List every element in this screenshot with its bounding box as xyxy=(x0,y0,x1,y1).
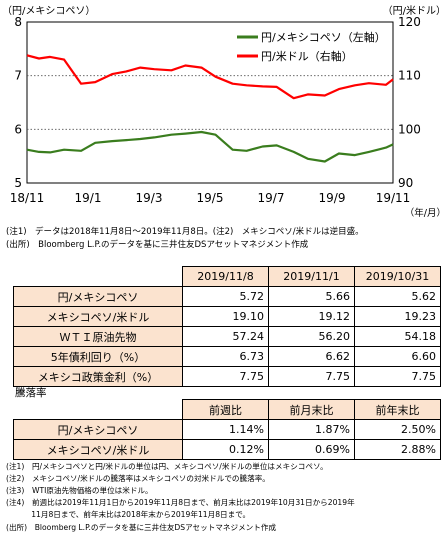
cell: 1.87% xyxy=(268,419,355,440)
table-row: 円/メキシコペソ 5.72 5.66 5.62 xyxy=(13,286,441,307)
table-row: 5年債利回り（%） 6.73 6.62 6.60 xyxy=(13,346,441,367)
cell: 5.72 xyxy=(182,286,269,307)
cell: 7.75 xyxy=(268,366,355,387)
x-tick-label: 19/3 xyxy=(136,191,163,205)
grid-lines xyxy=(27,75,393,130)
right-tick-label: 120 xyxy=(398,15,421,29)
legend-label-usd: 円/米ドル（右軸） xyxy=(261,49,353,63)
col-header: 2019/11/8 xyxy=(182,266,269,287)
right-axis-label: （円/米ドル） xyxy=(383,4,446,17)
x-tick-label: 18/11 xyxy=(10,191,45,205)
footnote-3: (注3) WTI原油先物価格の単位は米ドル。 xyxy=(6,486,153,495)
change-rate-title: 騰落率 xyxy=(15,387,47,399)
plot-frame xyxy=(26,21,394,184)
cell: 6.73 xyxy=(182,346,269,367)
cell: 19.12 xyxy=(268,306,355,327)
line-chart: 8 7 6 5 120 110 100 90 18/11 19/1 19/3 19/5 19/7 19… xyxy=(2,4,446,219)
row-label: メキシコペソ/米ドル xyxy=(13,306,183,327)
table-row: メキシコペソ/米ドル 0.12% 0.69% 2.88% xyxy=(13,439,441,460)
cell: 5.62 xyxy=(354,286,441,307)
footnote-1: (注1) 円/メキシコペソと円/米ドルの単位は円、メキシコペソ/米ドルの単位はメ… xyxy=(6,462,328,471)
cell: 57.24 xyxy=(182,326,269,347)
right-tick-label: 100 xyxy=(398,122,421,136)
series-layer xyxy=(26,54,394,163)
table-row: メキシコ政策金利（%） 7.75 7.75 7.75 xyxy=(13,366,441,387)
change-rate-table: 前週比 前月末比 前年末比 円/メキシコペソ 1.14% 1.87% 2.50%… xyxy=(13,399,441,460)
cell: 6.60 xyxy=(354,346,441,367)
cell: 0.69% xyxy=(268,439,355,460)
x-tick-label: 19/1 xyxy=(75,191,102,205)
cell: 5.66 xyxy=(268,286,355,307)
cell: 7.75 xyxy=(182,366,269,387)
footnote-4: (注4) 前週比は2019年11月1日から2019年11月8日まで、前月末比は2… xyxy=(6,498,355,507)
table-row: ＷＴＩ原油先物 57.24 56.20 54.18 xyxy=(13,326,441,347)
row-label: 円/メキシコペソ xyxy=(13,419,183,440)
right-tick-label: 110 xyxy=(398,69,421,83)
col-header: 前週比 xyxy=(182,399,269,420)
left-tick-label: 5 xyxy=(14,176,22,190)
row-label: 5年債利回り（%） xyxy=(13,346,183,367)
legend-label-peso: 円/メキシコペソ（左軸） xyxy=(261,30,386,44)
series-line-usd xyxy=(26,54,394,100)
table-row: 円/メキシコペソ 1.14% 1.87% 2.50% xyxy=(13,419,441,440)
cell: 1.14% xyxy=(182,419,269,440)
footnote-source: (出所) Bloomberg L.P.のデータを基に三井住友DSアセットマネジメ… xyxy=(6,523,277,532)
right-tick-label: 90 xyxy=(398,176,413,190)
chart-note: (注1) データは2018年11月8日～2019年11月8日。(注2) メキシコ… xyxy=(6,227,364,237)
left-tick-label: 7 xyxy=(14,69,22,83)
row-label: メキシコペソ/米ドル xyxy=(13,439,183,460)
legend: 円/メキシコペソ（左軸） 円/米ドル（右軸） xyxy=(237,30,386,63)
col-header: 前年末比 xyxy=(354,399,441,420)
x-tick-label: 19/7 xyxy=(258,191,285,205)
x-tick-label: 19/11 xyxy=(376,191,411,205)
x-tick-label: 19/5 xyxy=(197,191,224,205)
cell: 19.23 xyxy=(354,306,441,327)
rates-table-header: 2019/11/8 2019/11/1 2019/10/31 xyxy=(13,266,441,287)
col-header: 2019/11/1 xyxy=(268,266,355,287)
col-header: 2019/10/31 xyxy=(354,266,441,287)
cell: 19.10 xyxy=(182,306,269,327)
right-axis-ticks: 120 110 100 90 xyxy=(398,15,421,190)
row-label: メキシコ政策金利（%） xyxy=(13,366,183,387)
left-tick-label: 8 xyxy=(14,15,22,29)
footnote-4-cont: 11月8日まで、前年末比は2018年末から2019年11月8日まで。 xyxy=(6,510,251,519)
cell: 56.20 xyxy=(268,326,355,347)
row-label: 円/メキシコペソ xyxy=(13,286,183,307)
left-tick-label: 6 xyxy=(14,122,22,136)
change-table-header: 前週比 前月末比 前年末比 xyxy=(13,399,441,420)
col-header: 前月末比 xyxy=(268,399,355,420)
cell: 2.50% xyxy=(354,419,441,440)
left-axis-label: （円/メキシコペソ） xyxy=(2,5,95,17)
footnote-2: (注2) メキシコペソ/米ドルの騰落率はメキシコペソの対米ドルでの騰落率。 xyxy=(6,474,270,483)
x-tick-label: 19/9 xyxy=(319,191,346,205)
row-label: ＷＴＩ原油先物 xyxy=(13,326,183,347)
rates-table: 2019/11/8 2019/11/1 2019/10/31 円/メキシコペソ … xyxy=(13,266,441,387)
x-axis-ticks: 18/11 19/1 19/3 19/5 19/7 19/9 19/11 xyxy=(10,191,411,205)
table-row: メキシコペソ/米ドル 19.10 19.12 19.23 xyxy=(13,306,441,327)
chart-source: (出所) Bloomberg L.P.のデータを基に三井住友DSアセットマネジメ… xyxy=(6,240,309,250)
cell: 0.12% xyxy=(182,439,269,460)
cell: 6.62 xyxy=(268,346,355,367)
cell: 54.18 xyxy=(354,326,441,347)
x-unit-label: （年/月） xyxy=(405,207,446,219)
cell: 2.88% xyxy=(354,439,441,460)
left-axis-ticks: 8 7 6 5 xyxy=(14,15,22,190)
cell: 7.75 xyxy=(354,366,441,387)
series-line-peso xyxy=(26,130,394,163)
